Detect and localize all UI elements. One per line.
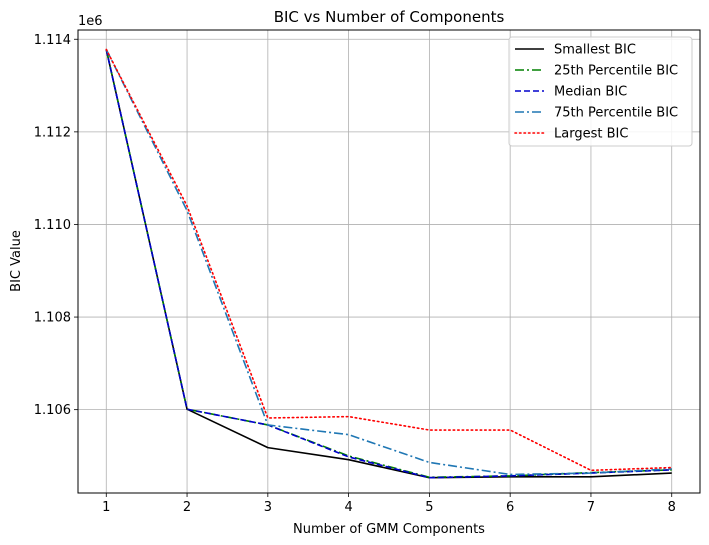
legend-label-2: 25th Percentile BIC: [554, 64, 678, 79]
x-tick-label: 7: [587, 500, 595, 515]
x-tick-label: 6: [506, 500, 514, 515]
y-tick-label: 1.106: [34, 403, 71, 418]
legend-label-4: 75th Percentile BIC: [554, 106, 678, 121]
y-tick-label: 1.108: [34, 311, 71, 326]
y-offset-label: 1e6: [78, 14, 103, 29]
y-tick-label: 1.112: [34, 125, 71, 140]
x-tick-label: 1: [102, 500, 110, 515]
legend-frame: [508, 36, 693, 147]
legend-label-3: Median BIC: [554, 85, 627, 100]
series-line-1: [105, 49, 672, 479]
y-tick-label: 1.110: [34, 218, 71, 233]
x-axis-label: Number of GMM Components: [293, 522, 485, 537]
chart-title: BIC vs Number of Components: [274, 8, 505, 26]
x-tick-label: 3: [264, 500, 272, 515]
series-line-4: [105, 49, 672, 476]
series-line-5: [105, 48, 673, 472]
legend-label-1: Smallest BIC: [554, 43, 636, 58]
x-tick-label: 8: [668, 500, 676, 515]
y-tick-label: 1.114: [34, 33, 71, 48]
x-tick-label: 5: [425, 500, 433, 515]
series-layer: [105, 48, 673, 479]
series-line-3: [105, 49, 672, 479]
legend-items: Smallest BIC 25th Percentile BIC Median BI…: [514, 43, 678, 142]
legend-label-5: Largest BIC: [554, 127, 628, 142]
x-tick-label: 4: [344, 500, 352, 515]
tick-layer: 1 2 3 4 5 6 7 8 1.106 1.108 1.110 1.112 1.114: [34, 33, 676, 515]
plot-frame: [77, 29, 701, 494]
x-tick-label: 2: [183, 500, 191, 515]
legend: Smallest BIC 25th Percentile BIC Median BI…: [508, 36, 693, 147]
y-axis-label: BIC Value: [9, 230, 24, 292]
